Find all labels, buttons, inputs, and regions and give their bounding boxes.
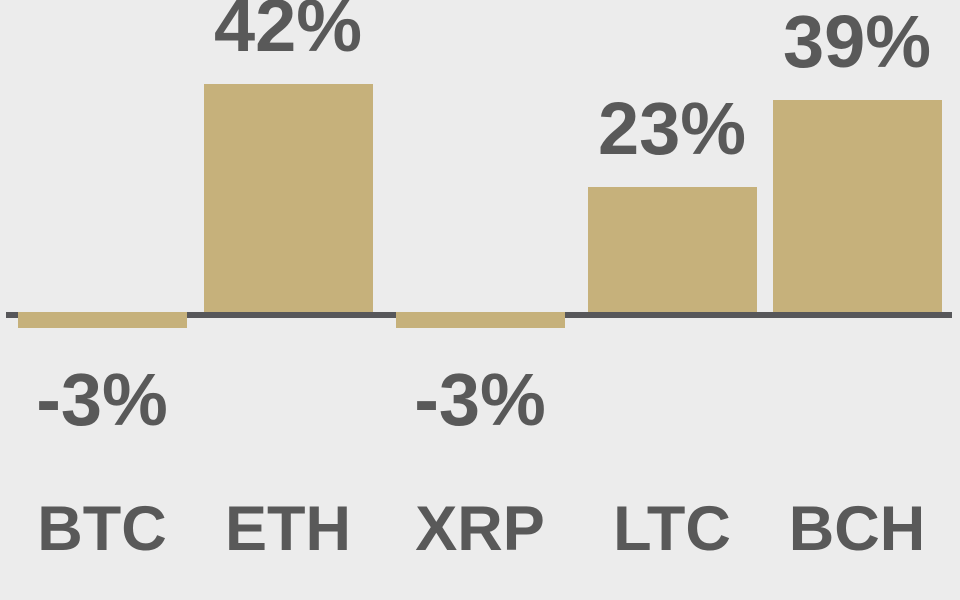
category-label-ltc: LTC <box>613 494 731 564</box>
category-label-xrp: XRP <box>415 494 545 564</box>
value-label-ltc: 23% <box>597 87 747 171</box>
category-label-bch: BCH <box>788 494 926 564</box>
category-label-btc: BTC <box>37 494 167 564</box>
bar-xrp <box>395 312 565 329</box>
category-label-eth: ETH <box>225 494 351 564</box>
bar-eth <box>203 84 373 312</box>
value-label-btc: -3% <box>36 358 168 442</box>
value-label-xrp: -3% <box>414 358 546 442</box>
value-label-eth: 42% <box>213 0 363 67</box>
bar-btc <box>17 312 187 329</box>
bar-bch <box>772 100 942 312</box>
value-label-bch: 39% <box>782 0 932 84</box>
bar-ltc <box>587 187 757 312</box>
